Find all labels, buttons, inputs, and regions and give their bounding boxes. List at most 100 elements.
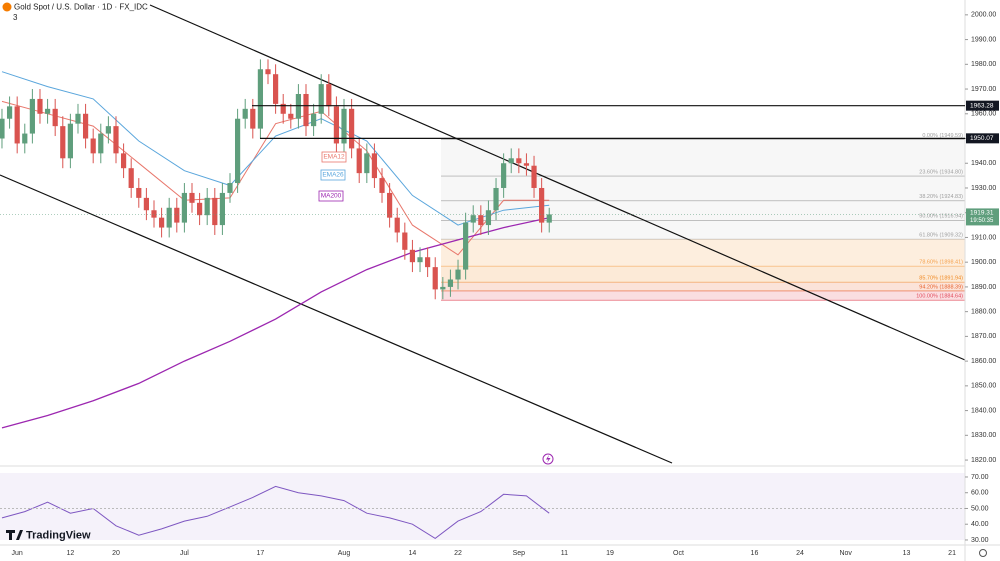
x-tick-label: Oct xyxy=(673,550,684,557)
indicator-name: EMA26 xyxy=(322,172,344,179)
symbol-icon xyxy=(2,2,12,12)
rsi-tick-label: 40.00 xyxy=(971,521,989,528)
candle-body xyxy=(409,249,416,263)
x-tick-label: 12 xyxy=(66,550,74,557)
candle-body xyxy=(311,113,317,127)
candle-body xyxy=(151,210,157,218)
candle-body xyxy=(37,98,43,114)
candle-body xyxy=(189,192,195,203)
candle-body xyxy=(128,168,134,188)
fib-label: 61.80% (1909.32) xyxy=(919,233,963,239)
candle-body xyxy=(90,138,96,154)
candle-body xyxy=(14,106,20,144)
fib-label: 0.00% (1949.59) xyxy=(922,133,963,139)
candle-body xyxy=(470,215,476,223)
indicator-line xyxy=(1,71,550,226)
y-tick-label: 1820.00 xyxy=(971,457,996,464)
candle-body xyxy=(136,187,142,198)
y-tick-label: 1910.00 xyxy=(971,234,996,241)
price-tag xyxy=(966,100,999,111)
x-tick-label: Jul xyxy=(180,550,189,557)
y-tick-label: 1890.00 xyxy=(971,284,996,291)
candle-body xyxy=(402,232,408,250)
candle-body xyxy=(265,69,271,75)
candle-body xyxy=(333,106,340,144)
candle-body xyxy=(22,133,28,144)
fib-label: 100.00% (1884.64) xyxy=(916,294,963,300)
candle-body xyxy=(280,103,286,114)
settings-icon[interactable] xyxy=(979,549,987,557)
indicator-tag xyxy=(318,190,344,202)
rsi-tick-label: 60.00 xyxy=(971,490,989,497)
price-tag-label: 1950.07 xyxy=(970,135,994,142)
indicator-name: MA200 xyxy=(321,193,342,200)
candle-body xyxy=(455,269,461,280)
candle-body xyxy=(60,126,66,159)
brand-name: TradingView xyxy=(26,529,91,541)
fib-label: 94.20% (1888.39) xyxy=(919,284,963,290)
fib-label: 23.60% (1934.80) xyxy=(919,170,963,176)
indicator-line xyxy=(1,100,550,256)
candle-body xyxy=(227,183,233,193)
brand-logo xyxy=(6,530,23,540)
candle-body xyxy=(349,108,355,149)
candle-body xyxy=(98,133,104,154)
y-tick-label: 1990.00 xyxy=(971,36,996,43)
candle-body xyxy=(242,108,248,119)
chart-title: Gold Spot / U.S. Dollar · 1D · FX_IDC xyxy=(14,3,148,12)
y-tick-label: 1980.00 xyxy=(971,61,996,68)
rsi-tick-label: 30.00 xyxy=(971,537,989,544)
candle-body xyxy=(273,74,279,104)
candle-body xyxy=(29,98,35,134)
candle-body xyxy=(181,192,187,223)
indicator-count[interactable]: 3 xyxy=(13,13,18,22)
candle-body xyxy=(67,123,73,159)
candle-body xyxy=(478,215,484,226)
trend-line xyxy=(0,174,673,464)
x-tick-label: 14 xyxy=(409,550,417,557)
candle-body xyxy=(44,108,51,114)
x-tick-label: 24 xyxy=(796,550,804,557)
indicator-tag xyxy=(320,169,346,181)
x-tick-label: 19 xyxy=(606,550,614,557)
x-tick-label: Aug xyxy=(338,550,351,557)
candle-body xyxy=(493,187,499,211)
x-tick-label: 20 xyxy=(112,550,120,557)
y-tick-label: 1880.00 xyxy=(971,308,996,315)
fib-label: 50.00% (1916.94) xyxy=(919,214,963,220)
candle-body xyxy=(341,108,347,144)
candle-body xyxy=(356,148,362,174)
y-tick-label: 1870.00 xyxy=(971,333,996,340)
candle-body xyxy=(463,222,469,270)
indicator-tag xyxy=(321,151,347,163)
price-tag-label: 1963.28 xyxy=(970,102,994,109)
x-tick-label: Nov xyxy=(839,550,852,557)
x-tick-label: 22 xyxy=(454,550,462,557)
candle-body xyxy=(303,93,309,127)
plot xyxy=(0,59,552,540)
candle-body xyxy=(425,257,431,268)
candle-body xyxy=(447,279,454,287)
brand: TradingView xyxy=(6,529,91,541)
indicator-name: EMA12 xyxy=(323,154,345,161)
x-tick-label: 13 xyxy=(903,550,911,557)
candle-body xyxy=(6,106,13,119)
candle-body xyxy=(371,153,378,179)
fib-label: 78.60% (1898.41) xyxy=(919,260,963,266)
last-price-label: 1919.31 xyxy=(970,210,994,217)
candle-body xyxy=(196,202,203,216)
rsi-tick-label: 70.00 xyxy=(971,474,989,481)
candle-body xyxy=(0,118,5,139)
candle-body xyxy=(166,207,172,228)
x-tick-label: Sep xyxy=(513,550,526,557)
x-tick-label: 21 xyxy=(948,550,956,557)
candle-body xyxy=(257,69,264,129)
x-tick-label: Jun xyxy=(12,550,23,557)
fib-band xyxy=(441,290,965,301)
candle-body xyxy=(204,197,210,216)
candle-body xyxy=(485,210,492,226)
candle-body xyxy=(158,217,165,228)
candle-body xyxy=(52,108,58,127)
y-tick-label: 2000.00 xyxy=(971,12,996,19)
